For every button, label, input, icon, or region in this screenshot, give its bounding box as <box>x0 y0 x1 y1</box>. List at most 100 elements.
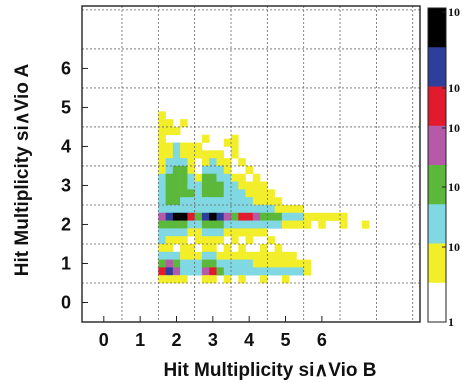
heatmap-cell <box>216 189 225 198</box>
heatmap-cell <box>223 173 232 182</box>
y-tick-label: 4 <box>61 136 71 156</box>
heatmap-cell <box>231 212 239 221</box>
heatmap-cell <box>223 158 232 167</box>
heatmap-cell <box>245 189 254 198</box>
heatmap-cell <box>231 150 239 159</box>
heatmap-cell <box>209 228 217 237</box>
heatmap-cell <box>172 189 181 198</box>
heatmap-cell <box>187 267 195 276</box>
x-tick-label: 5 <box>281 330 291 350</box>
colorbar-segment <box>428 165 446 205</box>
heatmap-cell <box>201 158 210 167</box>
heatmap-cell <box>187 220 195 229</box>
heatmap-cell <box>165 197 174 206</box>
y-tick-label: 1 <box>61 253 71 273</box>
heatmap-cell <box>289 259 297 268</box>
heatmap-cell <box>281 275 290 284</box>
colorbar-segment <box>428 86 446 127</box>
colorbar-segment <box>428 125 446 166</box>
colorbar-tick-label: 1 <box>448 315 454 329</box>
heatmap-cell <box>172 228 181 237</box>
heatmap-cell <box>332 212 341 221</box>
heatmap-cell <box>201 275 210 284</box>
heatmap-cell <box>201 189 210 198</box>
heatmap-cell <box>296 212 304 221</box>
heatmap-cell <box>172 165 181 175</box>
heatmap-cell <box>201 267 210 276</box>
heatmap-cell <box>238 228 246 237</box>
heatmap-cell <box>267 259 275 268</box>
heatmap-cell <box>252 267 261 276</box>
heatmap-cell <box>274 251 283 260</box>
heatmap-cell <box>180 150 188 159</box>
heatmap-cell <box>296 259 304 268</box>
heatmap-cell <box>296 267 304 276</box>
heatmap-cell <box>274 197 283 206</box>
heatmap-cell <box>165 243 174 253</box>
heatmap-cell <box>187 243 195 253</box>
heatmap-cell <box>238 275 246 284</box>
heatmap-cell <box>231 220 239 229</box>
heatmap-cell <box>187 259 195 268</box>
colorbar-tick-label: 10 <box>448 121 460 135</box>
heatmap-cell <box>187 173 195 182</box>
heatmap-cell <box>194 267 203 276</box>
heatmap-cell <box>238 220 246 229</box>
heatmap-cell <box>216 259 225 268</box>
heatmap-cell <box>231 189 239 198</box>
heatmap-cell <box>281 220 290 229</box>
heatmap-cell <box>158 228 166 237</box>
heatmap-cell <box>223 267 232 276</box>
heatmap-cell <box>238 259 246 268</box>
heatmap-cell <box>296 204 304 214</box>
heatmap-cell <box>158 243 166 253</box>
heatmap-cells <box>158 111 370 284</box>
heatmap-cell <box>158 126 166 136</box>
heatmap-cell <box>201 228 210 237</box>
heatmap-cell <box>231 267 239 276</box>
heatmap-cell <box>172 173 181 182</box>
heatmap-cell <box>158 204 166 214</box>
heatmap-cell <box>245 181 254 190</box>
heatmap-cell <box>201 165 210 175</box>
heatmap-cell <box>238 189 246 198</box>
heatmap-cell <box>223 204 232 214</box>
heatmap-cell <box>187 189 195 198</box>
heatmap-cell <box>361 220 370 229</box>
heatmap-cell <box>201 220 210 229</box>
heatmap-cell <box>209 173 217 182</box>
heatmap-cell <box>252 173 261 182</box>
heatmap-cell <box>274 243 283 253</box>
heatmap-cell <box>245 212 254 221</box>
heatmap-cell <box>325 212 334 221</box>
colorbar-tick-label: 10 <box>448 180 460 194</box>
heatmap-cell <box>281 212 290 221</box>
heatmap-cell <box>201 212 210 221</box>
heatmap-cell <box>165 173 174 182</box>
heatmap-cell <box>194 181 203 190</box>
heatmap-cell <box>281 259 290 268</box>
heatmap-cell <box>267 220 275 229</box>
heatmap-cell <box>216 228 225 237</box>
heatmap-cell <box>223 243 232 253</box>
heatmap-cell <box>180 236 188 245</box>
heatmap-cell <box>216 204 225 214</box>
heatmap-cell <box>158 267 166 276</box>
heatmap-cell <box>187 251 195 260</box>
heatmap-cell <box>201 173 210 182</box>
heatmap-cell <box>158 111 166 120</box>
heatmap-cell <box>180 251 188 260</box>
heatmap-cell <box>180 212 188 221</box>
heatmap-cell <box>216 212 225 221</box>
heatmap-cell <box>158 119 166 128</box>
heatmap-cell <box>252 189 261 198</box>
heatmap-cell <box>158 173 166 182</box>
heatmap-cell <box>252 197 261 206</box>
heatmap-cell <box>231 251 239 260</box>
heatmap-cell <box>260 197 268 206</box>
heatmap-cell <box>201 197 210 206</box>
heatmap-cell <box>194 228 203 237</box>
heatmap-cell <box>209 158 217 167</box>
y-tick-label: 6 <box>61 58 71 78</box>
heatmap-cell <box>165 181 174 190</box>
